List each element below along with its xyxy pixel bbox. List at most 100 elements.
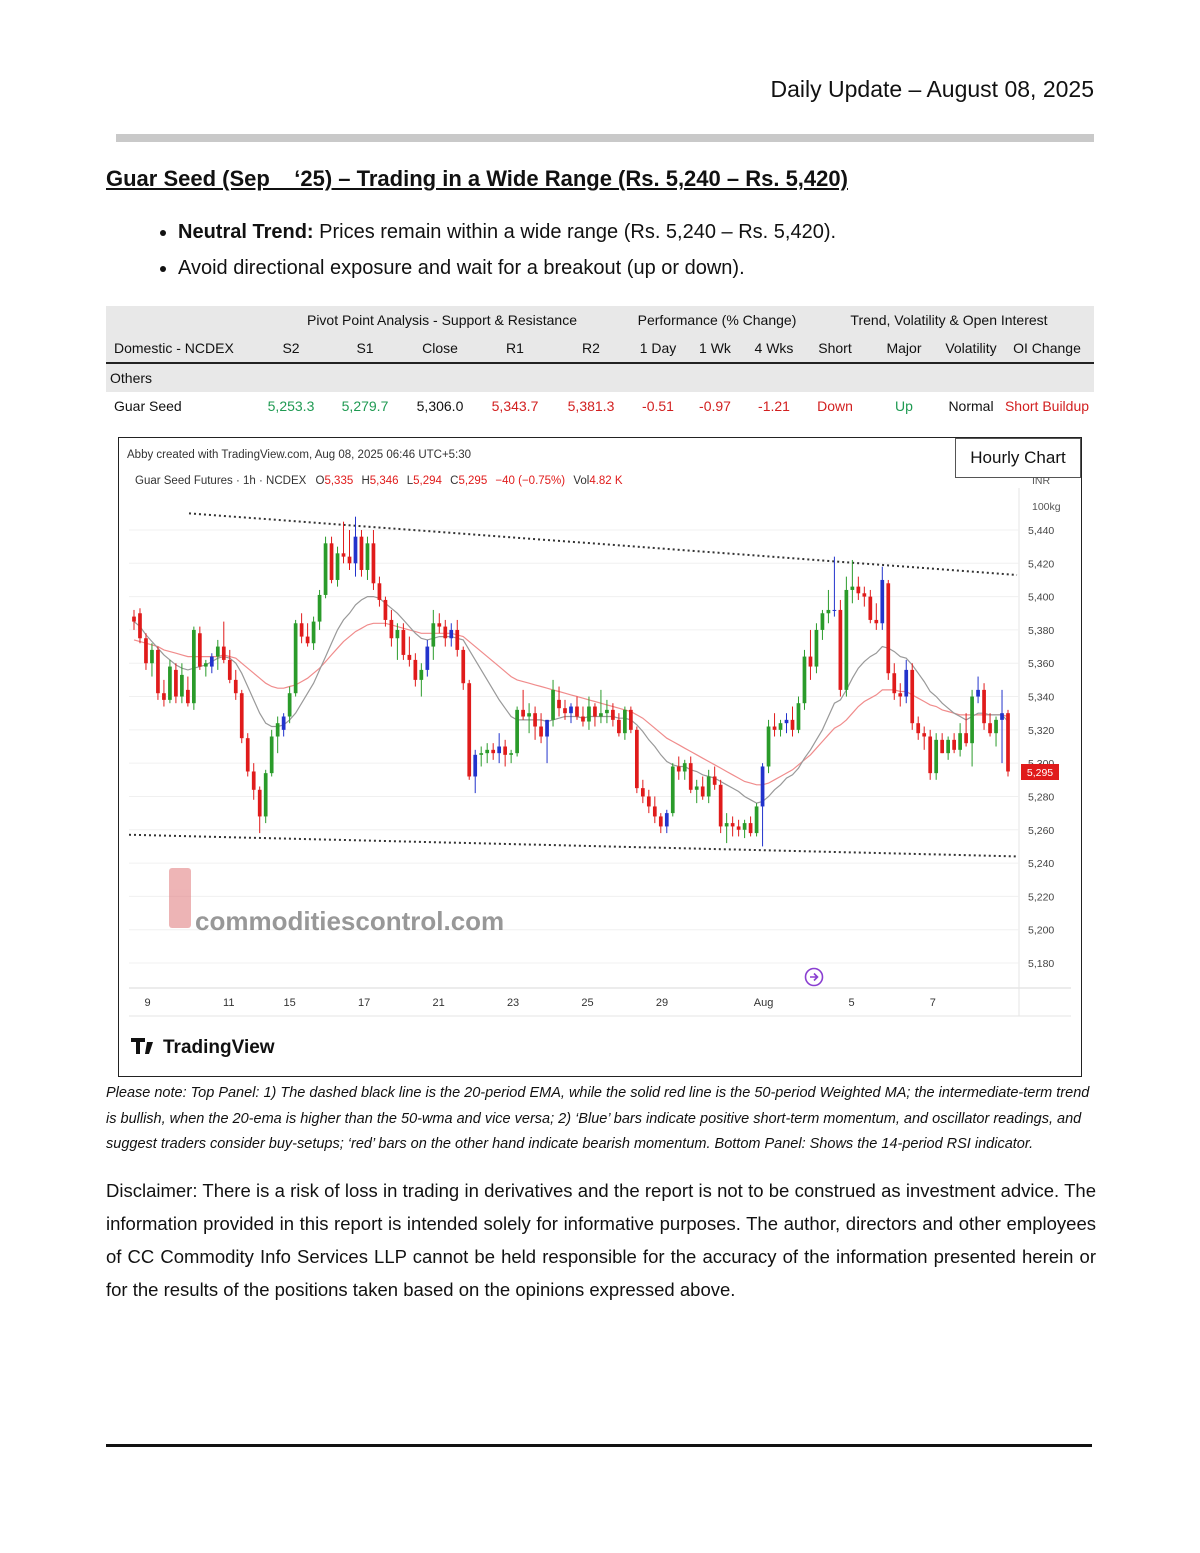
candle-body [629,709,633,730]
candle-body [664,813,669,827]
table-row: Guar Seed 5,253.3 5,279.7 5,306.0 5,343.… [106,392,1094,420]
chart-frame: Abby created with TradingView.com, Aug 0… [118,437,1082,1077]
candle-body [168,666,172,700]
legend-h-label: H [361,475,369,487]
group-trend: Trend, Volatility & Open Interest [804,306,1094,334]
cell-r2: 5,381.3 [567,398,615,414]
candle-body [611,709,615,720]
candle-body [658,816,663,827]
candle-body [563,708,567,714]
candle-body [569,706,573,714]
candle-body [317,594,322,622]
chart-label: Hourly Chart [955,438,1081,478]
candle-body [527,713,531,717]
y-tick-label: 5,400 [1028,592,1054,604]
candle-body [623,709,627,734]
candle-body [227,659,232,680]
tradingview-wordmark: TradingView [163,1037,275,1058]
candle-body [766,726,771,767]
candle-body [940,739,945,754]
candle-body [269,736,274,774]
goto-realtime-icon[interactable] [804,967,824,987]
x-tick-label: 29 [656,997,668,1009]
bullet-bold: Neutral Trend: [178,221,314,243]
unit-label: INR [1032,475,1051,487]
cell-major: Up [895,398,913,414]
last-price-box [1021,764,1059,780]
price-axis: 5,4405,4205,4005,3805,3605,3405,3205,300… [1028,525,1054,970]
candle-body [964,733,968,744]
cell-close: 5,306.0 [416,398,464,414]
candle-body [144,638,148,664]
legend-vol-label: Vol [573,475,589,487]
candle-body [533,713,537,727]
candle-body [479,753,484,755]
candle-body [946,739,950,754]
candlestick-chart: Abby created with TradingView.com, Aug 0… [127,449,1071,1058]
candle-body [431,623,436,647]
candle-body [389,619,394,639]
group-pivot: Pivot Point Analysis - Support & Resista… [254,306,630,334]
resistance-line [188,512,1018,576]
candle-body [257,789,262,817]
candles [132,516,1010,847]
candle-body [263,773,268,817]
candle-body [299,623,304,637]
cell-s1: 5,279.7 [341,398,389,414]
cell-r1: 5,343.7 [491,398,539,414]
chart-note: Please note: Top Panel: 1) The dashed bl… [106,1085,1090,1152]
candle-body [545,719,549,737]
candle-body [706,776,711,797]
candle-body [407,654,412,660]
candle-body [557,699,561,709]
candle-body [988,723,992,734]
candle-body [970,696,974,744]
x-tick-label: 11 [223,997,234,1009]
legend-change: −40 (−0.75%) [495,475,565,487]
candle-body [209,656,214,667]
column-header: R1 [478,334,552,364]
candle-body [634,729,639,789]
candle-body [587,706,591,722]
candle-body [443,626,448,639]
candle-body [802,656,807,704]
candle-body [437,623,442,627]
candle-body [401,629,406,655]
legend-close: 5,295 [458,475,487,487]
candle-body [880,579,885,624]
candle-body [515,709,519,754]
support-line [128,833,1018,858]
column-header: OI Change [1000,334,1094,364]
candle-body [838,609,843,690]
unit-label: 100kg [1032,501,1061,513]
candle-body [329,543,334,580]
candle-body [826,609,831,614]
candle-body [275,723,280,737]
bullet-item: Avoid directional exposure and wait for … [178,256,1078,280]
disclaimer: Disclaimer: There is a risk of loss in t… [106,1180,1096,1300]
section-label: Others [106,363,1094,392]
candle-body [203,663,208,667]
x-tick-label: 23 [507,997,519,1009]
column-header: Close [402,334,478,364]
candle-body [994,719,998,734]
ema20-line [133,596,1009,804]
candle-body [958,733,962,750]
column-header: 4 Wks [744,334,804,364]
candle-body [413,659,418,680]
candle-body [1000,713,1004,720]
candle-body [844,589,849,690]
candle-body [898,693,903,697]
candle-body [251,771,256,790]
candle-body [503,746,508,755]
candle-body [395,629,400,639]
candle-body [682,763,687,772]
candle-body [455,629,460,650]
candle-body [449,629,454,639]
x-tick-label: 15 [284,997,296,1009]
y-tick-label: 5,220 [1028,891,1054,903]
candle-body [934,739,939,774]
bullet-text: Avoid directional exposure and wait for … [178,257,745,279]
candle-body [730,823,735,827]
candle-body [461,649,466,684]
